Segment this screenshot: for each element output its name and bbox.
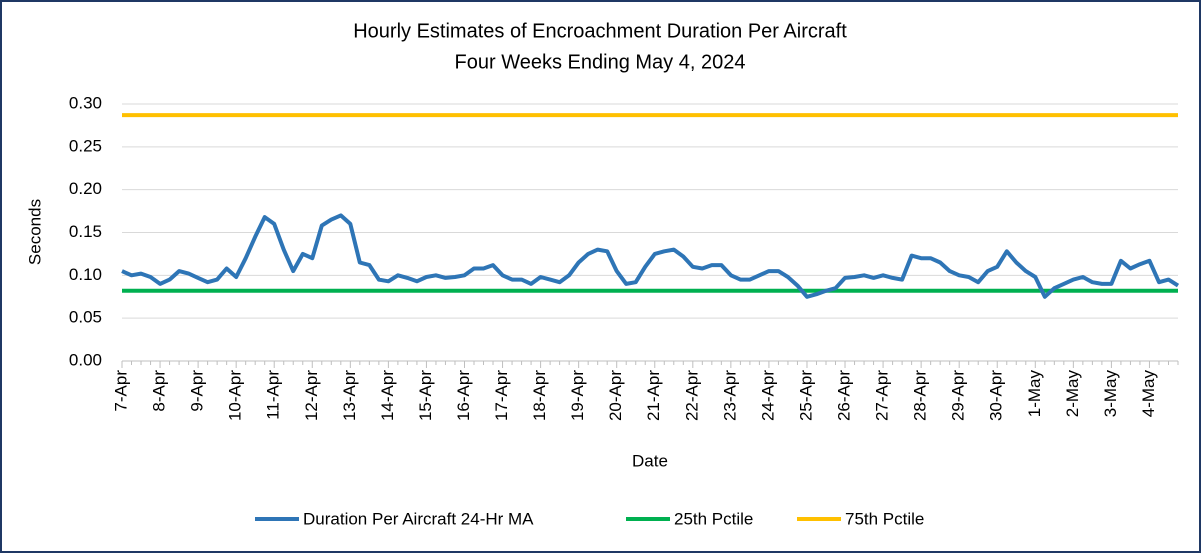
x-tick-label: 30-Apr [987, 370, 1006, 421]
chart-subtitle: Four Weeks Ending May 4, 2024 [455, 51, 746, 73]
x-tick-label: 27-Apr [873, 370, 892, 421]
y-axis-title: Seconds [25, 199, 44, 265]
x-tick-label: 21-Apr [644, 370, 663, 421]
legend-label: 25th Pctile [674, 509, 753, 528]
x-tick-label: 4-May [1139, 370, 1158, 418]
x-tick-label: 13-Apr [340, 370, 359, 421]
x-tick-label: 22-Apr [682, 370, 701, 421]
legend-label: Duration Per Aircraft 24-Hr MA [303, 509, 534, 528]
x-tick-label: 26-Apr [835, 370, 854, 421]
x-tick-label: 9-Apr [188, 370, 207, 412]
x-tick-label: 20-Apr [606, 370, 625, 421]
x-tick-label: 1-May [1025, 370, 1044, 418]
x-tick-label: 24-Apr [758, 370, 777, 421]
x-tick-label: 2-May [1063, 370, 1082, 418]
x-axis-title: Date [632, 451, 668, 470]
y-tick-label: 0.20 [69, 179, 102, 198]
y-tick-label: 0.30 [69, 93, 102, 112]
y-tick-label: 0.25 [69, 136, 102, 155]
x-tick-label: 17-Apr [492, 370, 511, 421]
y-tick-label: 0.15 [69, 222, 102, 241]
chart-title: Hourly Estimates of Encroachment Duratio… [353, 20, 847, 42]
x-tick-label: 25-Apr [796, 370, 815, 421]
x-tick-label: 11-Apr [264, 370, 283, 420]
data-line [121, 213, 1180, 299]
x-tick-label: 19-Apr [568, 370, 587, 421]
y-tick-label: 0.00 [69, 350, 102, 369]
y-tick-label: 0.10 [69, 265, 102, 284]
legend-label: 75th Pctile [845, 509, 924, 528]
x-tick-label: 29-Apr [949, 370, 968, 421]
x-tick-label: 10-Apr [226, 370, 245, 421]
y-tick-label: 0.05 [69, 308, 102, 327]
x-tick-label: 8-Apr [150, 370, 169, 412]
x-tick-label: 18-Apr [530, 370, 549, 421]
x-tick-label: 3-May [1101, 370, 1120, 418]
x-tick-label: 23-Apr [720, 370, 739, 421]
x-tick-label: 12-Apr [302, 370, 321, 421]
x-tick-label: 14-Apr [378, 370, 397, 421]
x-tick-label: 16-Apr [454, 370, 473, 421]
x-tick-label: 7-Apr [111, 370, 130, 412]
x-tick-label: 15-Apr [416, 370, 435, 421]
x-tick-label: 28-Apr [911, 370, 930, 421]
